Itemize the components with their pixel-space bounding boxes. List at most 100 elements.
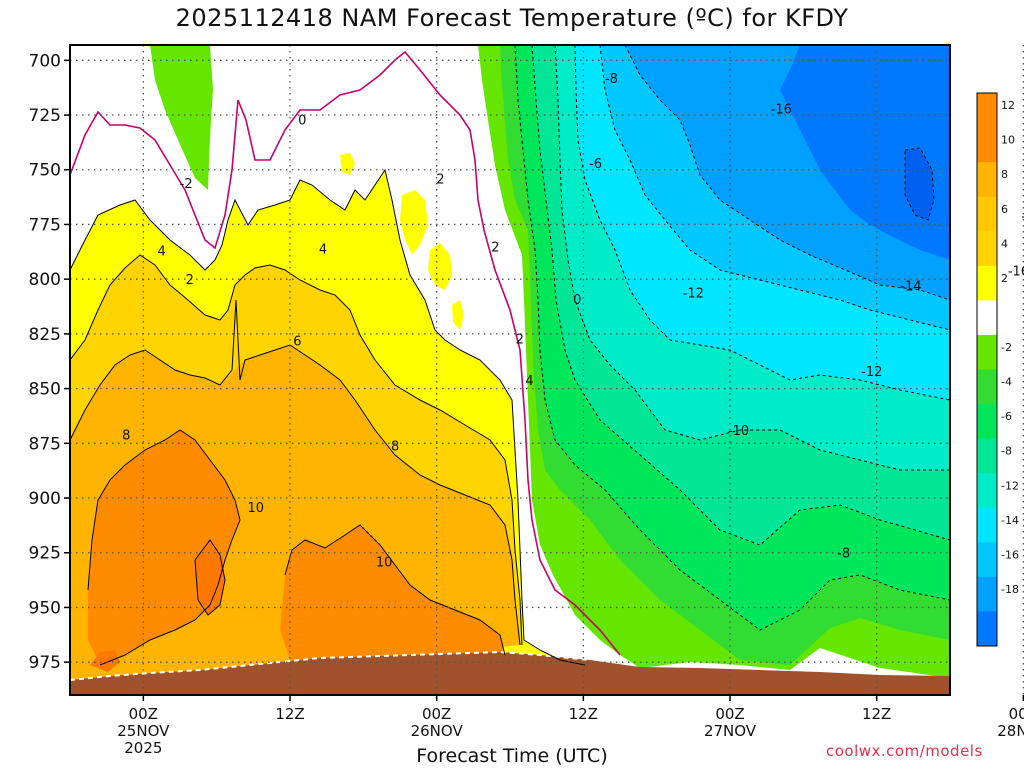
contour-6: [70, 299, 521, 646]
colorbar-bin: [977, 93, 997, 129]
colorbar-tick-label: 10: [1001, 134, 1015, 147]
contour-neg-14: [599, 45, 950, 331]
contour-label: 4: [525, 374, 533, 389]
colorbar-tick-label: 6: [1001, 203, 1008, 216]
y-tick-label: 725: [29, 106, 61, 126]
y-tick-label: 925: [29, 544, 61, 564]
colorbar-bin: [977, 369, 997, 405]
region-yellow-blob-1: [400, 190, 428, 255]
y-tick-label: 975: [29, 653, 61, 673]
colorbar-bin: [977, 404, 997, 440]
x-tick-label: 12Z: [275, 705, 304, 723]
colorbar-bin: [977, 576, 997, 612]
x-axis-label: Forecast Time (UTC): [416, 745, 608, 767]
colorbar-tick-label: 12: [1001, 99, 1015, 112]
contour-label: -16: [1008, 264, 1024, 279]
grid: [70, 45, 1024, 695]
colorbar-bin: [977, 265, 997, 301]
x-tick-label: 00Z: [1009, 705, 1024, 723]
region-yellow-blob-4: [452, 300, 464, 330]
contour-label: 2: [516, 332, 524, 347]
contour-neg-8: [531, 45, 950, 546]
contour-label: -14: [900, 280, 921, 295]
y-tick-label: 800: [29, 270, 61, 290]
y-tick-label: 750: [29, 161, 61, 181]
colorbar-tick-label: -18: [1001, 583, 1019, 596]
colorbar-tick-label: 2: [1001, 272, 1008, 285]
contour-label: 8: [391, 440, 399, 455]
contour-label: 2: [436, 173, 444, 188]
contour-label: -16: [771, 102, 792, 117]
y-tick-label: 825: [29, 325, 61, 345]
colorbar-bin: [977, 127, 997, 163]
colorbar-tick-label: 8: [1001, 168, 1008, 181]
contour-label: 10: [376, 555, 393, 570]
contour-label: -18: [1021, 210, 1024, 225]
y-tick-label: 775: [29, 215, 61, 235]
region-blue-blob: [905, 148, 934, 220]
region-yellow-blob-3: [340, 153, 355, 175]
region-yellow-blob-2: [428, 243, 452, 290]
colorbar-bin: [977, 231, 997, 267]
region-orange-2: [280, 525, 505, 665]
contour-label: 8: [122, 429, 130, 444]
contour-label: -10: [728, 424, 749, 439]
contour-label: 4: [319, 243, 327, 258]
x-tick-label: 2025: [124, 739, 162, 757]
colorbar-bin: [977, 196, 997, 232]
x-tick-label: 26NOV: [411, 722, 464, 740]
colorbar-bin: [977, 507, 997, 543]
contour-label: 0: [573, 293, 581, 308]
y-tick-label: 950: [29, 598, 61, 618]
contour-label: -8: [837, 547, 850, 562]
contour-label: -6: [589, 157, 602, 172]
region-green-blob-2: [168, 45, 192, 95]
contour-neg-18: [904, 147, 935, 221]
x-tick-label: 00Z: [715, 705, 744, 723]
region-blue: [780, 45, 950, 260]
x-tick-label: 00Z: [422, 705, 451, 723]
y-tick-label: 700: [29, 51, 61, 71]
y-tick-label: 850: [29, 380, 61, 400]
x-tick-label: 12Z: [569, 705, 598, 723]
contour-label: 4: [158, 245, 166, 260]
contour-label: -12: [683, 286, 704, 301]
colorbar-bin: [977, 162, 997, 198]
x-axis: 00Z25NOV202512Z00Z26NOV12Z00Z27NOV12Z00Z…: [117, 695, 1024, 757]
x-tick-label: 27NOV: [704, 722, 757, 740]
contour-label: -12: [861, 365, 882, 380]
contour-label: 10: [248, 501, 265, 516]
plot-frame: [69, 44, 951, 696]
colorbar-tick-label: -6: [1001, 410, 1012, 423]
contour-label: -8: [605, 72, 618, 87]
contour-neg-10: [554, 45, 950, 471]
colorbar-bin: [977, 542, 997, 578]
colorbar-tick-label: 4: [1001, 237, 1008, 250]
contour-label: 2: [491, 240, 499, 255]
colorbar-bin: [977, 473, 997, 509]
plot-area: [70, 45, 950, 695]
contour-label: 0: [298, 113, 306, 128]
x-tick-label: 12Z: [862, 705, 891, 723]
contour-neg-12: [574, 45, 950, 401]
y-tick-label: 875: [29, 434, 61, 454]
colorbar-bin: [977, 438, 997, 474]
contour-neg-6: [514, 45, 950, 631]
contour-8-b: [284, 524, 506, 656]
contour-neg-16: [624, 45, 950, 301]
ground-terrain: [70, 652, 950, 695]
x-tick-label: 25NOV: [117, 722, 170, 740]
chart-title: 2025112418 NAM Forecast Temperature (ºC)…: [175, 4, 849, 32]
y-axis: 700 725 750 775 800 825 850 875 900 925 950 975: [29, 51, 70, 673]
colorbar-frame: [976, 92, 998, 647]
colorbar: 12 10 8 6 4 2 -2 -4 -6 -8 -12 -14 -16 -18: [976, 92, 1019, 647]
colorbar-tick-label: -14: [1001, 514, 1019, 527]
contour-labels: 0 -2 4 4 2 6 8 8 10 10 2 2 2 4 0 -8 -6 -16 -18 -16 -14 -12 -12…: [122, 72, 1024, 571]
colorbar-tick-label: -12: [1001, 479, 1019, 492]
colorbar-tick-label: -4: [1001, 376, 1012, 389]
ground-edge: [70, 650, 591, 681]
x-tick-label: 28NOV: [997, 722, 1024, 740]
credit-text: coolwx.com/models: [826, 742, 983, 760]
contour-8: [87, 429, 241, 666]
